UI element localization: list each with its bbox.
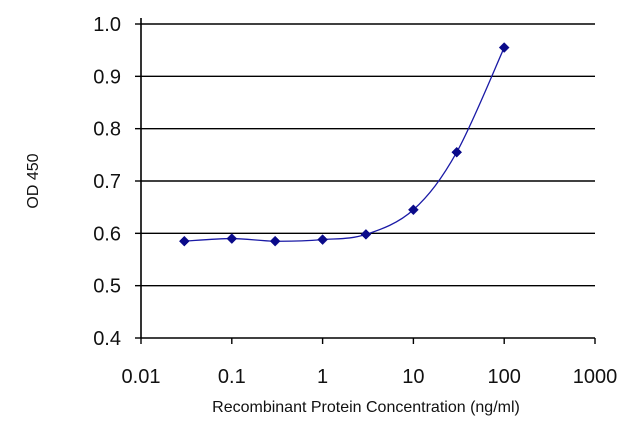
x-axis-title: Recombinant Protein Concentration (ng/ml… bbox=[212, 399, 520, 416]
data-point-marker bbox=[360, 229, 372, 240]
data-point-marker bbox=[226, 233, 238, 244]
data-point-marker bbox=[408, 204, 419, 216]
data-point-marker bbox=[269, 235, 281, 247]
y-tick-label: 0.8 bbox=[93, 119, 121, 141]
x-tick-label: 1 bbox=[317, 366, 328, 388]
data-point-marker bbox=[178, 235, 190, 247]
x-tick-label: 1000 bbox=[573, 366, 618, 388]
y-tick-label: 0.6 bbox=[93, 223, 121, 245]
axes bbox=[140, 18, 595, 339]
data-point-marker bbox=[317, 234, 328, 245]
x-tick-label: 0.1 bbox=[218, 366, 246, 388]
x-tick-label: 10 bbox=[402, 366, 424, 388]
y-axis-title: OD 450 bbox=[25, 153, 42, 208]
x-tick-label: 0.01 bbox=[122, 366, 161, 388]
x-tick-label: 100 bbox=[488, 366, 521, 388]
gridlines bbox=[141, 23, 595, 287]
y-tick-label: 0.5 bbox=[93, 276, 121, 298]
y-tick-label: 1.0 bbox=[93, 14, 121, 36]
y-tick-label: 0.7 bbox=[93, 171, 121, 193]
series bbox=[178, 42, 510, 247]
y-axis-ticks: 0.4 0.5 0.6 0.7 0.8 0.9 1.0 bbox=[93, 14, 141, 350]
x-axis-ticks: 0.01 0.1 1 10 100 1000 bbox=[122, 338, 618, 388]
y-tick-label: 0.4 bbox=[93, 328, 121, 350]
data-point-marker bbox=[451, 146, 463, 158]
data-point-marker bbox=[498, 42, 510, 53]
y-tick-label: 0.9 bbox=[93, 66, 121, 88]
